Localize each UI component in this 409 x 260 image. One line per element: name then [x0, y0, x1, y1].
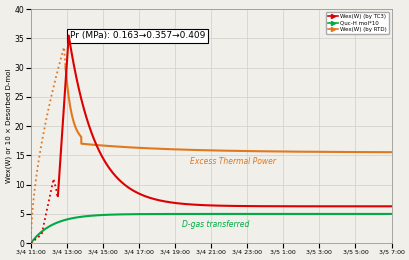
Text: Excess Thermal Power: Excess Thermal Power	[189, 157, 275, 166]
Text: D-gas transferred: D-gas transferred	[182, 220, 249, 229]
Legend: Wex(W) (by TC3), Quc-H mol*10, Wex(W) (by RTD): Wex(W) (by TC3), Quc-H mol*10, Wex(W) (b…	[325, 12, 388, 34]
Text: Pr (MPa): 0.163→0.357→0.409: Pr (MPa): 0.163→0.357→0.409	[70, 31, 204, 41]
Y-axis label: Wex(W) or 10 × Desorbed D-mol: Wex(W) or 10 × Desorbed D-mol	[6, 69, 12, 183]
